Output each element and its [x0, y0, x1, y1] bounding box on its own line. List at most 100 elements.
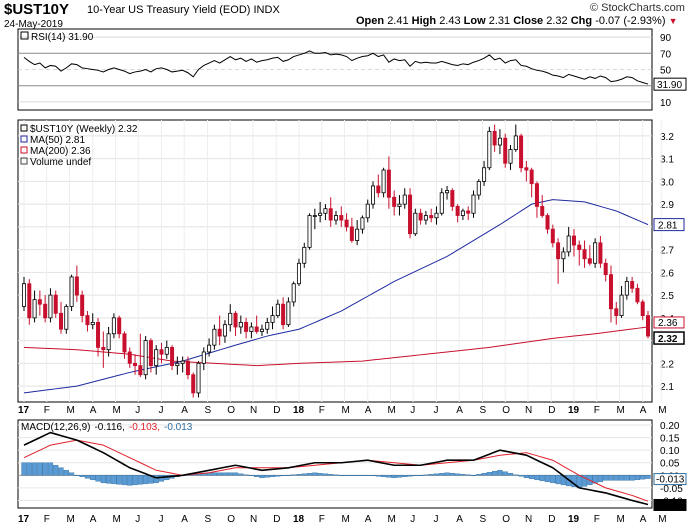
- macd-x-axis-label: M: [387, 514, 395, 525]
- ma50-value-box: [653, 218, 685, 232]
- macd-histogram-bar: [354, 475, 360, 477]
- macd-histogram-bar: [121, 475, 128, 486]
- candle: [207, 344, 212, 353]
- x-axis-label: D: [273, 405, 280, 416]
- candle: [413, 212, 418, 235]
- candle: [355, 228, 360, 241]
- rsi-legend: RSI(14) 31.90: [31, 32, 94, 43]
- macd-histogram-bar: [333, 474, 339, 476]
- rsi-line: [23, 50, 649, 85]
- candle: [154, 349, 159, 367]
- candle: [228, 312, 233, 326]
- candle: [101, 347, 106, 351]
- candle: [577, 244, 582, 251]
- candle: [127, 351, 132, 364]
- macd-histogram-bar: [31, 462, 38, 476]
- x-axis-label: A: [365, 405, 372, 416]
- candle: [43, 303, 48, 319]
- candle: [545, 215, 550, 230]
- price-tick-label: 2.1: [660, 382, 674, 393]
- macd-histogram-bar: [608, 475, 614, 481]
- ma50-value: 2.81: [658, 221, 678, 232]
- x-axis-label: F: [319, 405, 325, 416]
- candle: [482, 167, 487, 182]
- macd-hist-box: [653, 473, 687, 486]
- x-axis-label: N: [250, 405, 257, 416]
- candle: [80, 294, 85, 316]
- macd-histogram-bar: [264, 475, 270, 478]
- macd-x-axis-label: F: [594, 514, 600, 525]
- macd-histogram-bar: [222, 472, 228, 476]
- macd-histogram-bar: [322, 473, 329, 476]
- candle: [85, 315, 90, 326]
- candle: [524, 167, 529, 171]
- ohlc-summary: Open 2.41 High 2.43 Low 2.31 Close 2.32 …: [356, 15, 677, 27]
- macd-histogram-bar: [153, 475, 159, 484]
- macd-histogram-bar: [597, 475, 604, 483]
- candle: [196, 362, 201, 394]
- candle: [646, 315, 651, 337]
- candle: [371, 185, 376, 205]
- macd-histogram-bar: [418, 475, 424, 477]
- candle: [286, 301, 291, 326]
- macd-histogram-bar: [74, 475, 80, 477]
- candle: [529, 169, 534, 185]
- candle-icon: [20, 124, 28, 132]
- macd-histogram-bar: [380, 475, 387, 478]
- macd-histogram-bar: [243, 474, 249, 476]
- macd-x-axis-label: M: [341, 514, 349, 525]
- candle: [619, 294, 624, 316]
- candle: [212, 328, 217, 346]
- candle: [21, 283, 26, 307]
- macd-histogram-bar: [68, 472, 75, 476]
- rsi-current-value: 31.90: [657, 80, 682, 91]
- candle: [492, 130, 497, 146]
- price-panel: 3.23.13.02.92.82.72.62.52.42.32.22.1$UST…: [17, 119, 685, 403]
- candle: [519, 135, 524, 169]
- security-description: 10-Year US Treasury Yield (EOD): [87, 4, 251, 16]
- candle: [593, 242, 598, 264]
- macd-histogram-bar: [634, 475, 641, 480]
- candle: [222, 324, 227, 337]
- candle: [582, 249, 587, 260]
- x-axis-label: O: [502, 405, 510, 416]
- stockcharts-logo[interactable]: © StockCharts.com: [590, 2, 685, 14]
- candle: [360, 217, 365, 230]
- price-tick-label: 3.2: [660, 132, 674, 143]
- price-legend-item: $UST10Y (Weekly) 2.32: [30, 124, 138, 135]
- macd-histogram-bar: [42, 462, 48, 476]
- candle: [148, 340, 153, 367]
- candle: [630, 281, 635, 289]
- close-label: Close: [513, 15, 544, 27]
- candle: [265, 322, 270, 330]
- macd-value: -0.116: [656, 500, 684, 511]
- candle: [244, 322, 249, 332]
- macd-histogram-bar: [58, 467, 64, 476]
- macd-histogram-bar: [275, 475, 281, 477]
- candle: [254, 326, 259, 332]
- price-tick-label: 3.1: [660, 155, 674, 166]
- macd-histogram-bar: [550, 475, 556, 484]
- x-axis-label: J: [158, 405, 163, 416]
- candle: [434, 212, 439, 219]
- macd-histogram-bar: [497, 470, 503, 476]
- macd-histogram-bar: [248, 475, 254, 477]
- macd-histogram-bar: [53, 465, 59, 476]
- candle: [59, 312, 64, 330]
- macd-x-axis-label: M: [658, 514, 666, 525]
- macd-legend: MACD(12,26,9) -0.116, -0.103, -0.013: [21, 422, 193, 433]
- candle: [344, 219, 349, 228]
- macd-histogram-bar: [47, 462, 54, 476]
- x-axis-label: M: [112, 405, 120, 416]
- macd-histogram-bar: [232, 472, 239, 476]
- macd-histogram-bar: [211, 472, 217, 476]
- candle: [238, 322, 243, 328]
- security-name: 10-Year US Treasury Yield (EOD) INDX: [87, 4, 280, 16]
- x-axis-label: 18: [293, 405, 305, 416]
- candle: [74, 276, 79, 296]
- candle: [381, 169, 386, 194]
- x-axis-label: J: [135, 405, 140, 416]
- macd-histogram-bar: [143, 475, 149, 485]
- macd-histogram-bar: [492, 471, 498, 476]
